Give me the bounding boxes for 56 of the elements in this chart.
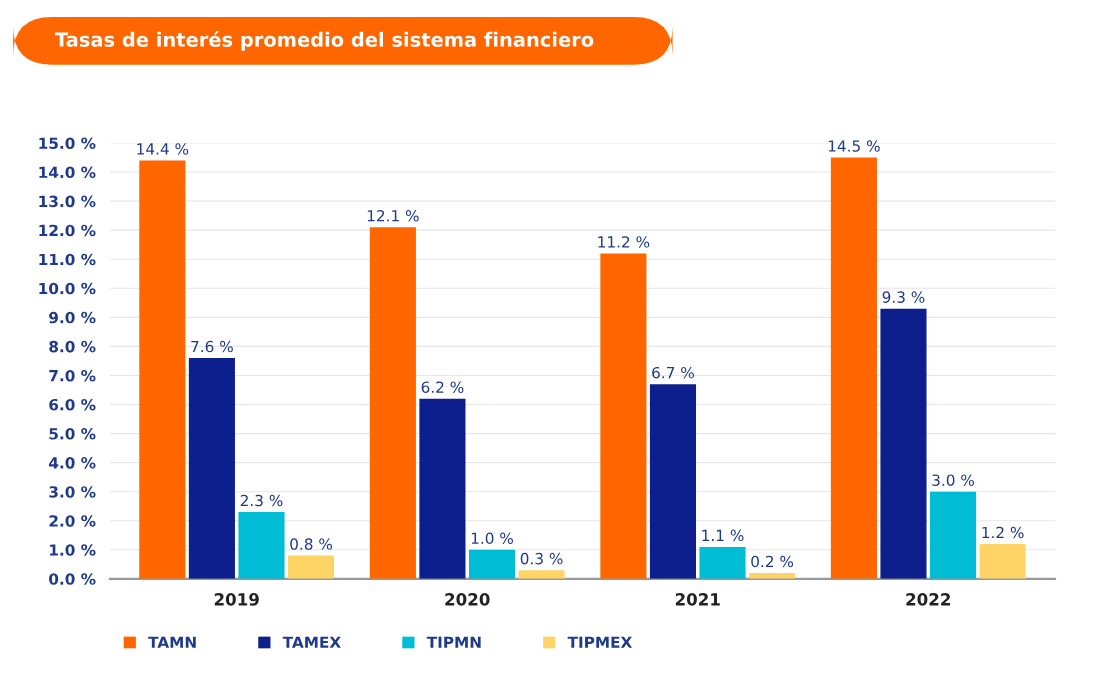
y-tick-label: 7.0 % — [49, 369, 96, 382]
data-label: 1.1 % — [702, 529, 744, 542]
y-tick-label: 6.0 % — [49, 398, 96, 411]
bar — [369, 227, 416, 579]
data-label: 12.1 % — [367, 209, 419, 222]
bar — [287, 555, 335, 579]
data-label: 11.2 % — [598, 236, 650, 248]
data-label: 1.0 % — [471, 532, 513, 545]
y-tick-label: 3.0 % — [49, 486, 96, 498]
bar — [188, 358, 235, 579]
y-tick-label: 4.0 % — [49, 457, 96, 469]
data-label: 0.8 % — [290, 538, 333, 550]
y-tick-label: 14.0 % — [39, 166, 96, 179]
x-tick-label: 2019 — [214, 593, 259, 606]
data-label: 3.0 % — [932, 474, 975, 486]
data-label: 2.3 % — [240, 494, 283, 507]
legend-label: TIPMEX — [567, 636, 632, 648]
data-label: 14.5 % — [828, 140, 880, 152]
y-tick-label: 10.0 % — [39, 282, 96, 295]
chart-title: Tasas de interés promedio del sistema financiero — [55, 31, 594, 51]
y-tick-label: 2.0 % — [49, 515, 96, 527]
y-tick-label: 12.0 % — [39, 224, 96, 237]
y-tick-label: 11.0 % — [39, 253, 96, 266]
legend-label: TAMEX — [282, 636, 341, 648]
data-label: 14.4 % — [137, 143, 189, 155]
bar — [468, 549, 516, 579]
y-tick-label: 15.0 % — [39, 137, 96, 150]
bar — [830, 157, 877, 579]
data-label: 0.2 % — [751, 555, 794, 568]
data-label: 6.7 % — [652, 366, 694, 379]
data-label: 9.3 % — [882, 291, 925, 303]
bar — [880, 308, 927, 579]
legend-label: TIPMN — [426, 636, 481, 648]
bar — [419, 398, 466, 579]
legend-label: TAMN — [148, 636, 196, 648]
y-tick-label: 8.0 % — [49, 340, 96, 353]
bar — [699, 546, 746, 579]
bar — [139, 160, 186, 579]
bar — [518, 570, 565, 579]
y-tick-label: 5.0 % — [49, 428, 96, 440]
bar — [649, 384, 696, 579]
data-label: 0.3 % — [520, 552, 563, 565]
x-tick-label: 2022 — [906, 593, 950, 606]
bar — [929, 491, 977, 579]
bar — [238, 512, 285, 579]
data-label: 7.6 % — [191, 340, 233, 353]
x-tick-label: 2020 — [445, 593, 490, 606]
y-tick-label: 1.0 % — [50, 544, 96, 556]
x-tick-label: 2021 — [675, 593, 720, 606]
y-tick-label: 9.0 % — [49, 311, 96, 324]
data-label: 1.2 % — [982, 526, 1024, 539]
data-label: 6.2 % — [421, 381, 464, 393]
bar — [600, 253, 647, 579]
y-tick-label: 0.0 % — [49, 573, 96, 585]
bar — [979, 543, 1026, 579]
y-tick-label: 13.0 % — [39, 195, 96, 208]
